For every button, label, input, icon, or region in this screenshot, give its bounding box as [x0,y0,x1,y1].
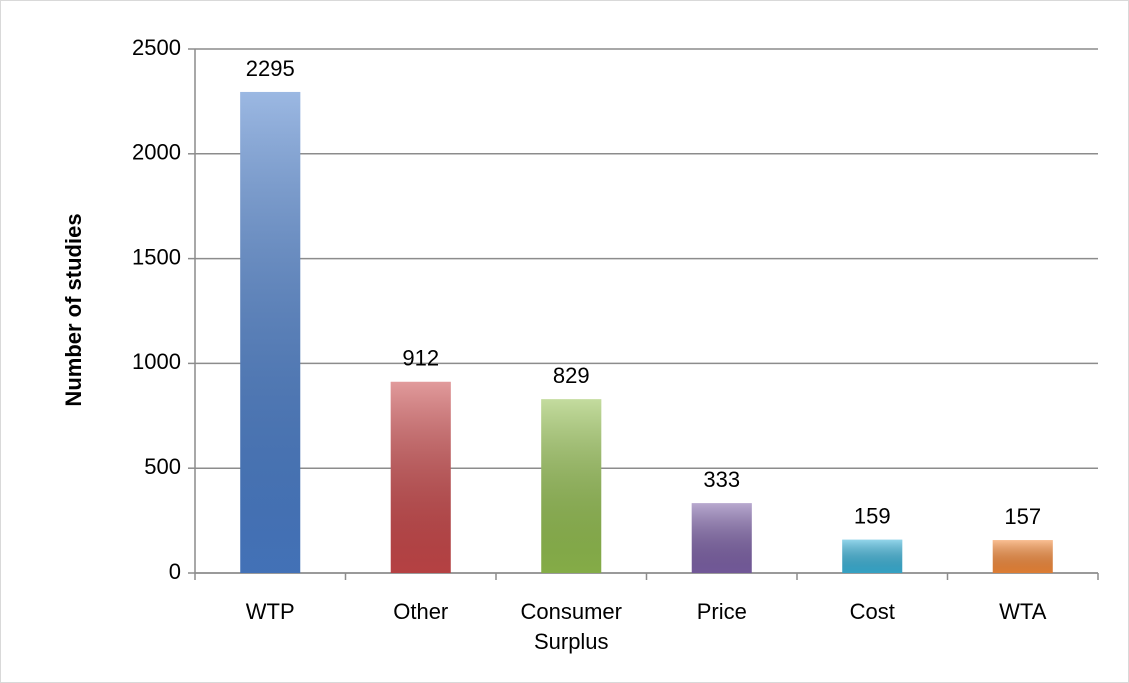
data-label: 157 [1004,504,1041,529]
data-label: 912 [402,346,439,371]
x-tick-label: Other [393,599,449,624]
x-tick-label: Price [696,599,747,624]
data-label: 2295 [246,56,295,81]
x-tick-label: WTA [999,599,1047,624]
x-tick-label: WTP [245,599,295,624]
data-label: 333 [703,467,740,492]
y-tick-label: 1500 [132,244,181,269]
bar-highlight [992,540,1053,573]
bar-highlight [541,399,602,573]
bar-highlight [691,503,752,573]
bar-highlight [390,381,451,573]
y-axis-title: Number of studies [61,213,86,406]
y-tick-label: 1000 [132,349,181,374]
x-tick-label: Cost [849,599,895,624]
y-tick-label: 2000 [132,140,181,165]
bar-highlight [240,91,301,573]
y-tick-label: 2500 [132,35,181,60]
bar-highlight [842,539,903,573]
data-label: 829 [553,363,590,388]
y-tick-label: 0 [169,559,181,584]
data-label: 159 [854,503,891,528]
x-tick-label: Consumer Surplus [520,599,622,654]
y-tick-label: 500 [144,454,181,479]
